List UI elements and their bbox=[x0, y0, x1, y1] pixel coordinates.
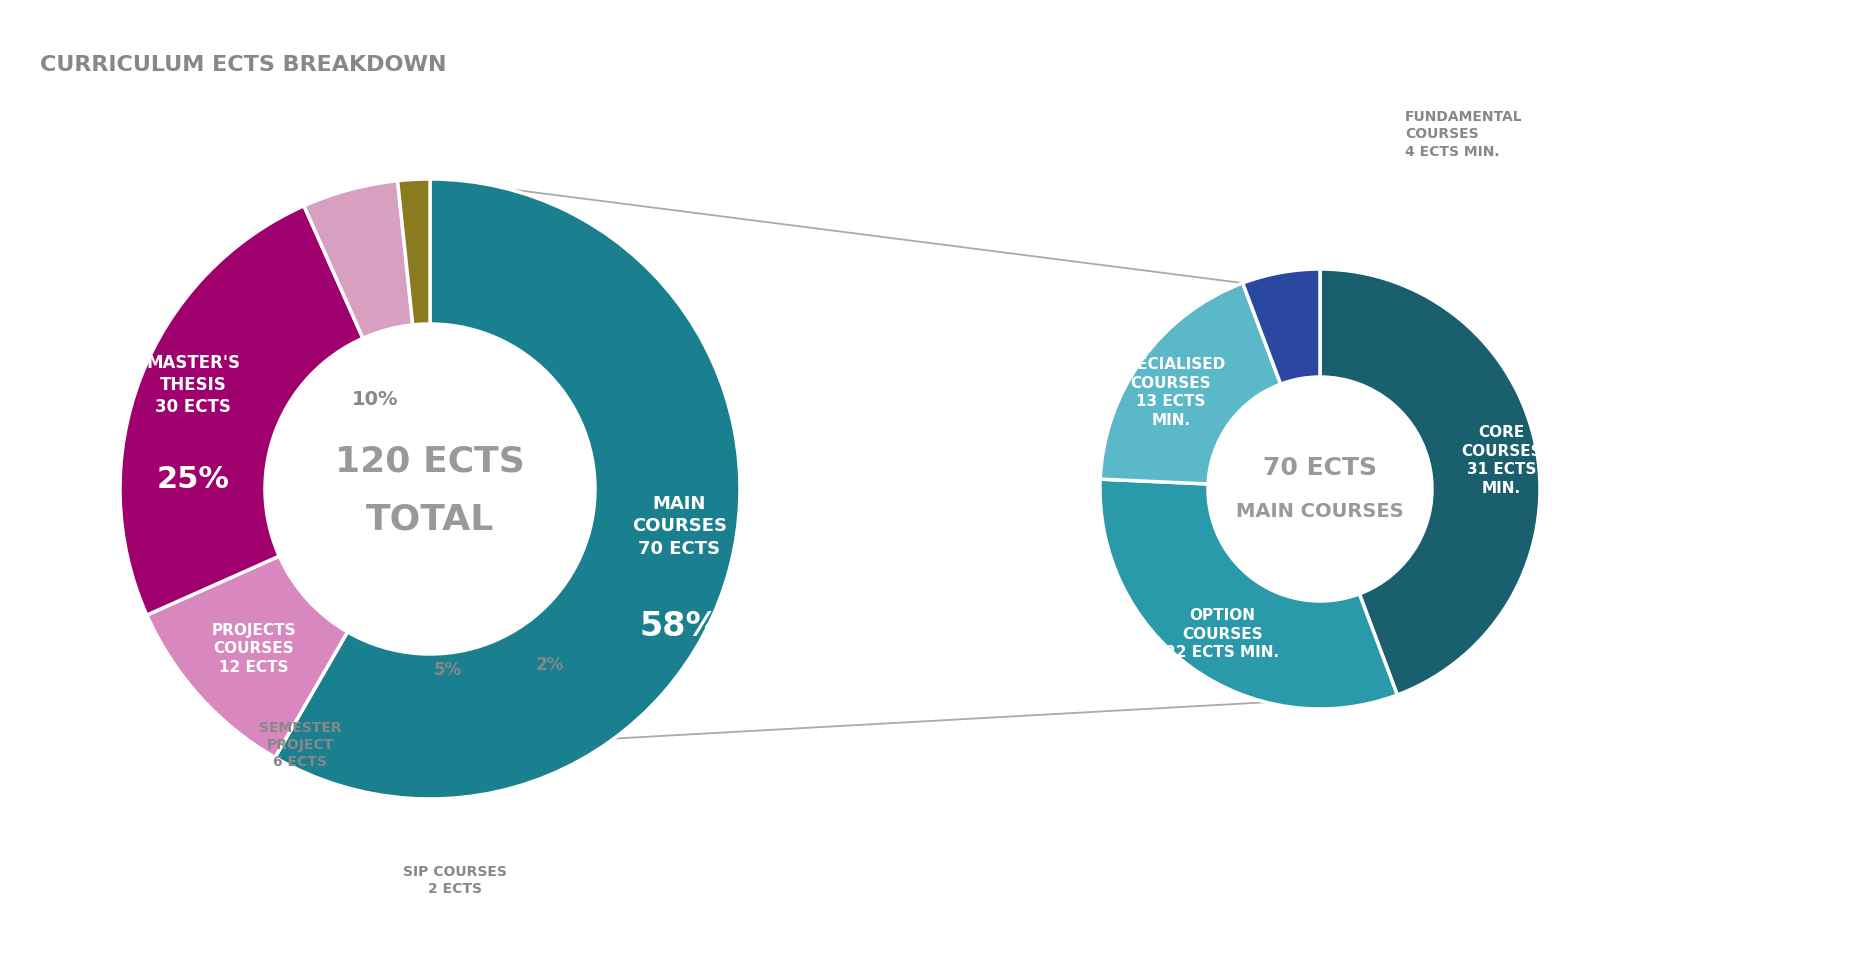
Text: 120 ECTS: 120 ECTS bbox=[335, 445, 525, 479]
Text: FUNDAMENTAL
COURSES
4 ECTS MIN.: FUNDAMENTAL COURSES 4 ECTS MIN. bbox=[1404, 109, 1523, 158]
Text: PROJECTS
COURSES
12 ECTS: PROJECTS COURSES 12 ECTS bbox=[212, 622, 296, 674]
Wedge shape bbox=[398, 180, 430, 325]
Text: CORE
COURSES
31 ECTS
MIN.: CORE COURSES 31 ECTS MIN. bbox=[1460, 425, 1542, 495]
Text: SIP COURSES
2 ECTS: SIP COURSES 2 ECTS bbox=[404, 864, 508, 895]
Text: 10%: 10% bbox=[352, 390, 398, 408]
Text: MAIN COURSES: MAIN COURSES bbox=[1237, 502, 1404, 521]
Text: 70 ECTS: 70 ECTS bbox=[1263, 455, 1376, 480]
Text: SEMESTER
PROJECT
6 ECTS: SEMESTER PROJECT 6 ECTS bbox=[259, 720, 342, 769]
Text: 2%: 2% bbox=[536, 656, 564, 673]
Wedge shape bbox=[1242, 270, 1321, 385]
Text: TOTAL: TOTAL bbox=[366, 502, 495, 536]
Wedge shape bbox=[121, 206, 363, 616]
Text: 25%: 25% bbox=[156, 465, 231, 494]
Wedge shape bbox=[1099, 480, 1397, 709]
Text: CURRICULUM ECTS BREAKDOWN: CURRICULUM ECTS BREAKDOWN bbox=[41, 55, 446, 75]
Text: 5%: 5% bbox=[433, 660, 461, 678]
Text: MASTER'S
THESIS
30 ECTS: MASTER'S THESIS 30 ECTS bbox=[147, 354, 240, 415]
Wedge shape bbox=[147, 557, 348, 758]
Wedge shape bbox=[1101, 283, 1282, 485]
Wedge shape bbox=[275, 180, 740, 799]
Text: SPECIALISED
COURSES
13 ECTS
MIN.: SPECIALISED COURSES 13 ECTS MIN. bbox=[1116, 357, 1226, 427]
Wedge shape bbox=[303, 182, 413, 339]
Text: 58%: 58% bbox=[640, 610, 720, 642]
Wedge shape bbox=[1321, 270, 1540, 696]
Text: MAIN
COURSES
70 ECTS: MAIN COURSES 70 ECTS bbox=[632, 494, 727, 557]
Text: OPTION
COURSES
22 ECTS MIN.: OPTION COURSES 22 ECTS MIN. bbox=[1166, 608, 1280, 659]
